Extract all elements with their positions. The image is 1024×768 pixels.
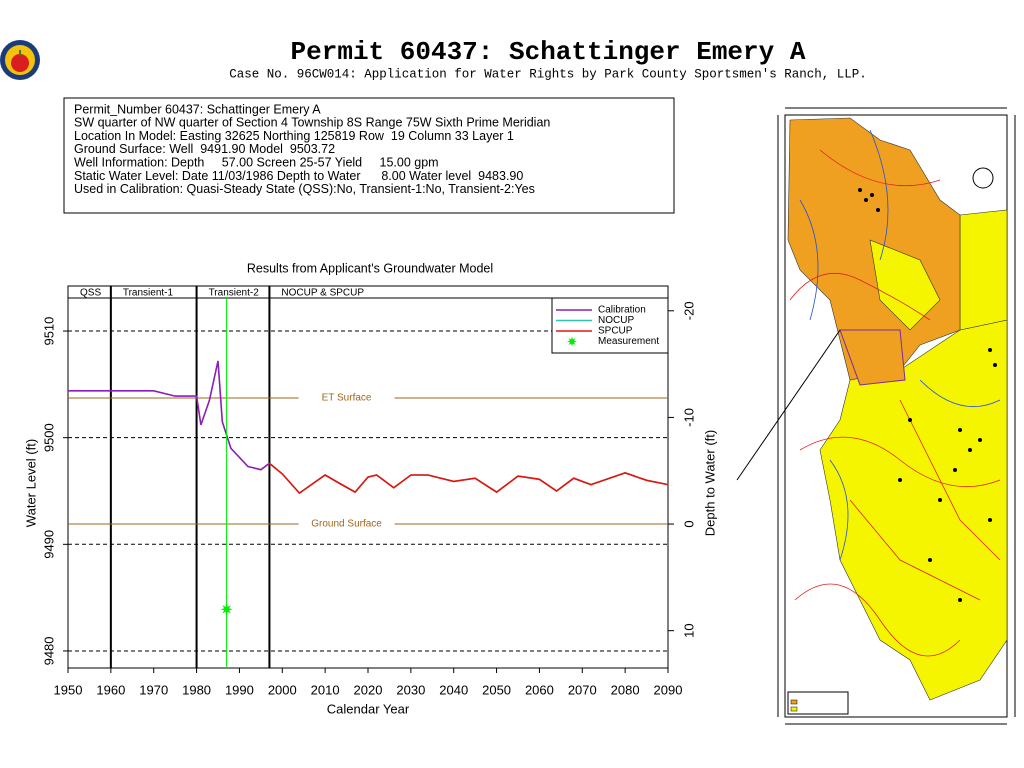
reference-label: ET Surface [322,393,372,404]
x-tick-label: 2010 [311,682,340,697]
period-label: NOCUP & SPCUP [281,288,364,299]
y2-axis-label: Depth to Water (ft) [702,430,717,536]
series-line [68,360,270,471]
legend-symbol [567,336,577,347]
period-label: Transient-1 [123,288,174,299]
y-tick-label: 9500 [41,423,56,452]
info-line: Permit_Number 60437: Schattinger Emery A [74,102,321,116]
x-tick-label: 2030 [396,682,425,697]
x-tick-label: 1960 [96,682,125,697]
x-tick-label: 2080 [611,682,640,697]
series-line [268,462,669,495]
x-tick-label: 1990 [225,682,254,697]
y2-tick-label: -20 [681,301,696,320]
info-line: SW quarter of NW quarter of Section 4 To… [74,116,550,130]
x-tick-label: 2000 [268,682,297,697]
x-tick-label: 2090 [654,682,683,697]
chart: Results from Applicant's Groundwater Mod… [23,261,717,716]
legend-label: NOCUP [598,315,634,326]
info-line: Location In Model: Easting 32625 Northin… [74,129,514,143]
info-box [63,97,675,214]
info-line: Well Information: Depth 57.00 Screen 25-… [74,155,439,169]
x-tick-label: 2020 [354,682,383,697]
x-tick-label: 1980 [182,682,211,697]
legend-label: SPCUP [598,326,633,337]
legend-label: Measurement [598,336,659,347]
page-subtitle: Case No. 96CW014: Application for Water … [229,67,867,81]
x-tick-label: 1970 [139,682,168,697]
y-tick-label: 9510 [41,317,56,346]
period-label: Transient-2 [209,288,260,299]
x-tick-label: 2060 [525,682,554,697]
chart-title: Results from Applicant's Groundwater Mod… [247,261,493,275]
info-lines: Permit_Number 60437: Schattinger Emery A… [74,102,550,196]
legend-box [551,297,669,354]
info-line: Static Water Level: Date 11/03/1986 Dept… [74,169,523,183]
reference-label-bg [298,392,395,405]
reference-label-bg [298,518,395,531]
y2-tick-label: -10 [681,408,696,427]
y-tick-label: 9490 [41,530,56,559]
legend-label: Calibration [598,305,646,316]
x-tick-label: 2070 [568,682,597,697]
x-axis-label: Calendar Year [327,701,410,716]
period-label: QSS [80,288,101,299]
page-title: Permit 60437: Schattinger Emery A [291,37,806,67]
logo [0,40,40,80]
x-tick-label: 1950 [54,682,83,697]
y-axis-label: Water Level (ft) [23,439,38,527]
y2-tick-label: 10 [681,623,696,637]
x-tick-label: 2050 [482,682,511,697]
measurement-point [220,603,233,616]
y-tick-label: 9480 [41,636,56,665]
x-tick-label: 2040 [439,682,468,697]
y2-tick-label: 0 [681,520,696,527]
map [736,107,1016,725]
info-line: Used in Calibration: Quasi-Steady State … [74,182,535,196]
reference-label: Ground Surface [311,519,382,530]
info-line: Ground Surface: Well 9491.90 Model 9503.… [74,142,335,156]
